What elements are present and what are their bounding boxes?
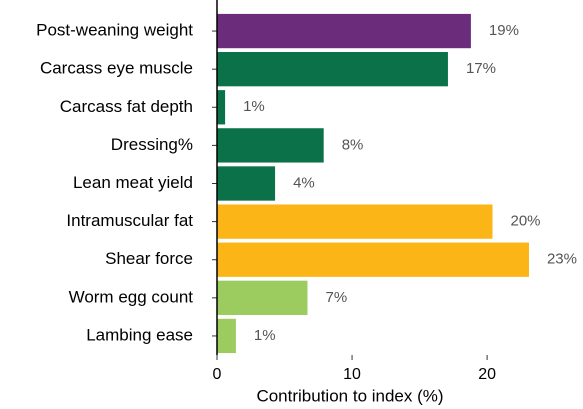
x-tick-label: 20: [478, 366, 496, 383]
bar: [217, 166, 276, 201]
bar: [217, 13, 471, 49]
y-tick-label: Carcass eye muscle: [40, 59, 193, 78]
x-tick-label: 0: [213, 366, 222, 383]
value-label: 1%: [243, 98, 265, 115]
bar: [217, 242, 529, 277]
y-tick-label: Shear force: [105, 249, 193, 268]
bar: [217, 318, 236, 354]
bar: [217, 128, 324, 163]
bar: [217, 280, 308, 315]
y-tick-label: Post-weaning weight: [36, 21, 193, 40]
value-label: 7%: [325, 289, 347, 306]
value-label: 23%: [547, 251, 577, 268]
value-label: 4%: [293, 174, 315, 191]
y-tick-label: Worm egg count: [69, 287, 194, 306]
bar: [217, 90, 226, 125]
y-tick-label: Intramuscular fat: [66, 211, 193, 230]
y-tick-label: Lambing ease: [86, 325, 193, 344]
bar: [217, 52, 448, 87]
y-tick-label: Carcass fat depth: [60, 97, 193, 116]
x-tick-label: 10: [343, 366, 361, 383]
value-label: 17%: [466, 60, 496, 77]
y-tick-label: Dressing%: [111, 135, 193, 154]
value-label: 19%: [489, 22, 519, 39]
value-label: 8%: [342, 136, 364, 153]
bar: [217, 204, 493, 239]
value-label: 20%: [511, 213, 541, 230]
x-axis-title: Contribution to index (%): [256, 386, 443, 405]
y-tick-label: Lean meat yield: [73, 173, 193, 192]
value-label: 1%: [254, 327, 276, 344]
